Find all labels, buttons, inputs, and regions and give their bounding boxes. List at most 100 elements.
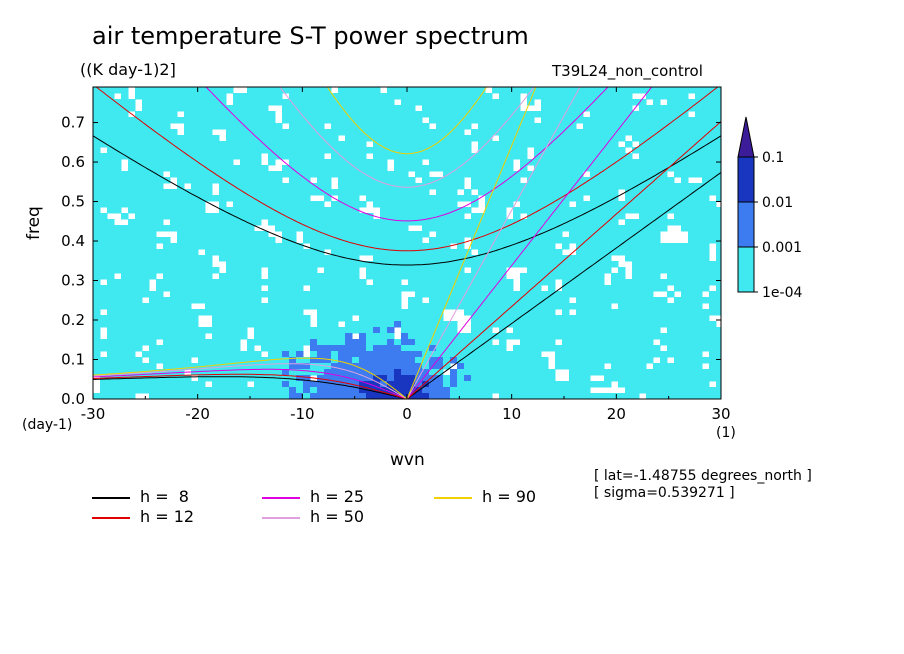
spectrum-cell [191,345,199,352]
spectrum-cell [198,375,206,382]
spectrum-cell [275,123,283,130]
spectrum-cell [135,213,143,220]
spectrum-cell [205,279,213,286]
spectrum-cell [443,333,451,340]
spectrum-cell [184,393,192,399]
spectrum-cell [380,291,388,298]
spectrum-cell [233,267,241,274]
spectrum-cell [548,315,556,322]
spectrum-cell [338,387,346,394]
spectrum-cell [576,261,584,268]
spectrum-cell [184,219,192,226]
spectrum-cell [135,321,143,328]
spectrum-cell [268,261,276,268]
spectrum-cell [135,93,143,100]
spectrum-cell [625,381,633,388]
spectrum-cell [646,219,654,226]
spectrum-cell [555,327,563,334]
spectrum-cell [296,225,304,232]
spectrum-cell [618,105,626,112]
spectrum-cell [450,303,458,310]
spectrum-cell [646,153,654,160]
spectrum-cell [275,291,283,298]
spectrum-cell [681,159,689,166]
spectrum-cell [191,255,199,262]
spectrum-cell [555,303,563,310]
spectrum-cell [422,345,430,352]
spectrum-cell [100,237,108,244]
spectrum-cell [632,363,640,370]
spectrum-cell [513,393,521,399]
spectrum-cell [681,333,689,340]
spectrum-cell [695,111,703,118]
spectrum-cell [499,369,507,376]
spectrum-cell [282,225,290,232]
spectrum-cell [457,147,465,154]
spectrum-cell [548,213,556,220]
spectrum-cell [408,219,416,226]
spectrum-cell [688,285,696,292]
spectrum-cell [317,165,325,172]
spectrum-cell [569,267,577,274]
spectrum-cell [373,243,381,250]
spectrum-cell [170,117,178,124]
spectrum-cell [93,303,101,310]
spectrum-cell [408,189,416,196]
colorbar-label: 1e-04 [762,285,802,301]
spectrum-cell [709,129,717,136]
spectrum-cell [212,249,220,256]
spectrum-cell [583,243,591,250]
spectrum-cell [338,93,346,100]
spectrum-cell [324,183,332,190]
spectrum-cell [387,87,395,94]
spectrum-cell [632,219,640,226]
spectrum-cell [100,387,108,394]
spectrum-cell [429,375,437,382]
spectrum-cell [275,333,283,340]
spectrum-cell [653,261,661,268]
spectrum-cell [597,285,605,292]
spectrum-cell [702,237,710,244]
spectrum-cell [639,315,647,322]
spectrum-cell [163,135,171,142]
spectrum-cell [478,219,486,226]
spectrum-cell [114,249,122,256]
spectrum-cell [156,207,164,214]
spectrum-cell [506,105,514,112]
spectrum-cell [219,291,227,298]
spectrum-cell [240,303,248,310]
spectrum-cell [219,303,227,310]
spectrum-cell [352,321,360,328]
spectrum-cell [688,123,696,130]
spectrum-cell [408,249,416,256]
spectrum-cell [198,117,206,124]
spectrum-cell [212,369,220,376]
spectrum-cell [303,363,311,370]
spectrum-cell [618,123,626,130]
latitude-info: [ lat=-1.48755 degrees_north ] [594,468,812,484]
spectrum-cell [450,231,458,238]
spectrum-cell [583,165,591,172]
spectrum-cell [324,159,332,166]
spectrum-cell [219,375,227,382]
spectrum-cell [583,249,591,256]
spectrum-cell [485,279,493,286]
spectrum-cell [576,285,584,292]
spectrum-cell [541,225,549,232]
spectrum-cell [366,339,374,346]
spectrum-cell [121,213,129,220]
spectrum-cell [625,327,633,334]
spectrum-cell [415,237,423,244]
spectrum-cell [436,111,444,118]
spectrum-cell [674,267,682,274]
spectrum-cell [373,381,381,388]
spectrum-cell [205,249,213,256]
spectrum-cell [548,153,556,160]
spectrum-cell [149,105,157,112]
spectrum-cell [191,291,199,298]
spectrum-cell [289,117,297,124]
spectrum-cell [520,279,528,286]
spectrum-cell [387,333,395,340]
spectrum-cell [338,117,346,124]
spectrum-cell [401,111,409,118]
